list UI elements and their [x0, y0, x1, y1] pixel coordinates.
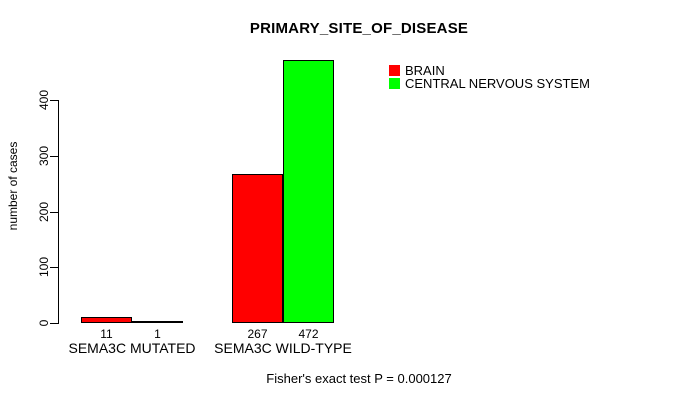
y-tick-mark [50, 156, 58, 157]
legend: BRAIN CENTRAL NERVOUS SYSTEM [389, 63, 590, 91]
bar-brain-sema3c-mutated [81, 317, 132, 323]
y-tick-mark [50, 267, 58, 268]
y-tick-label: 300 [37, 145, 51, 167]
y-tick-mark [50, 323, 58, 324]
y-tick-label: 400 [37, 89, 51, 111]
y-tick-label: 100 [37, 256, 51, 278]
bar-central-nervous-system-sema3c-wild-type [283, 60, 334, 323]
legend-swatch [389, 78, 400, 89]
bar-brain-sema3c-wild-type [232, 174, 283, 323]
legend-item: BRAIN [389, 63, 590, 78]
legend-label: CENTRAL NERVOUS SYSTEM [405, 76, 590, 91]
y-axis-title: number of cases [6, 141, 20, 231]
y-axis-line [58, 100, 59, 324]
y-tick-mark [50, 100, 58, 101]
y-tick-label: 0 [37, 319, 51, 327]
legend-item: CENTRAL NERVOUS SYSTEM [389, 76, 590, 91]
stat-annotation: Fisher's exact test P = 0.000127 [266, 371, 452, 386]
bar-value-label: 472 [298, 327, 319, 341]
x-category-label: SEMA3C MUTATED [68, 340, 196, 356]
chart-title: PRIMARY_SITE_OF_DISEASE [249, 20, 469, 37]
y-tick-label: 200 [37, 201, 51, 223]
y-tick-mark [50, 212, 58, 213]
bar-central-nervous-system-sema3c-mutated [132, 321, 183, 323]
bar-value-label: 11 [100, 327, 113, 341]
legend-label: BRAIN [405, 63, 445, 78]
bar-value-label: 267 [247, 327, 268, 341]
x-category-label: SEMA3C WILD-TYPE [214, 340, 352, 356]
bar-value-label: 1 [154, 327, 161, 341]
legend-swatch [389, 65, 400, 76]
